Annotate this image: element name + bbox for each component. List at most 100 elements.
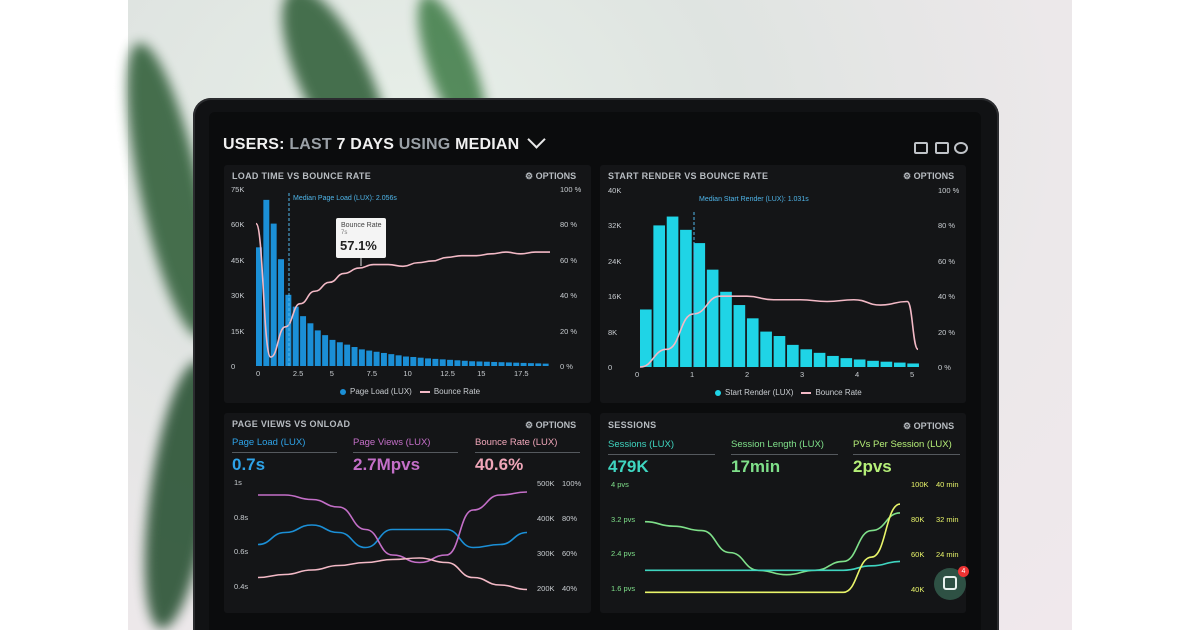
- y-tick-label: 32K: [608, 221, 622, 231]
- y-tick-label: 1.6 pvs: [611, 584, 636, 593]
- options-button[interactable]: OPTIONS: [903, 421, 955, 432]
- bounce-rate-line: [639, 295, 919, 368]
- series-line: [257, 524, 528, 549]
- title-prefix: USERS:: [223, 136, 285, 153]
- title-word: LAST: [289, 136, 332, 153]
- metric-value: 0.7s: [232, 455, 266, 474]
- y-tick-label: 45K: [231, 255, 245, 265]
- y-tick-label: 40K: [608, 186, 622, 195]
- legend-swatch: [340, 388, 346, 395]
- bar: [880, 361, 893, 367]
- bounce-rate-line: [255, 222, 550, 358]
- bar: [336, 342, 343, 366]
- options-button[interactable]: OPTIONS: [525, 420, 577, 431]
- bar: [720, 291, 732, 367]
- bar: [469, 361, 476, 366]
- metric-label: Page Views (LUX): [353, 437, 431, 448]
- legend-entry[interactable]: Start Render (LUX): [725, 388, 794, 397]
- bar: [527, 363, 534, 366]
- x-tick-label: 10: [403, 369, 412, 378]
- y-tick-label: 0: [231, 362, 236, 371]
- x-tick-label: 17.5: [514, 369, 529, 378]
- legend: Page Load (LUX) Bounce Rate: [340, 387, 480, 396]
- y-tick-label: 75K: [231, 185, 245, 194]
- bar: [417, 357, 424, 366]
- bounce-rate-tooltip: Bounce Rate 7s 57.1%: [336, 218, 386, 258]
- bar: [351, 347, 358, 366]
- legend-entry[interactable]: Page Load (LUX): [350, 387, 412, 396]
- chat-button[interactable]: 4: [934, 566, 969, 600]
- legend: Start Render (LUX) Bounce Rate: [715, 388, 862, 397]
- metric-value: 17min: [731, 457, 781, 476]
- metric-value: 479K: [608, 457, 649, 476]
- bar: [314, 330, 321, 366]
- bar: [322, 335, 329, 366]
- bar: [513, 362, 520, 366]
- page-title[interactable]: USERS: LAST 7 DAYS USING MEDIAN: [223, 130, 546, 154]
- y2-tick-label: 60 %: [938, 256, 956, 266]
- bar: [366, 350, 373, 366]
- bar: [483, 361, 490, 366]
- y3-tick-label: 40%: [562, 584, 578, 593]
- y-tick-label: 60K: [231, 220, 245, 230]
- options-button[interactable]: OPTIONS: [525, 171, 577, 182]
- bar: [773, 336, 786, 367]
- legend-entry[interactable]: Bounce Rate: [433, 387, 481, 396]
- x-tick-label: 7.5: [366, 369, 377, 378]
- metric-value: 2.7Mpvs: [353, 455, 421, 474]
- bar: [827, 355, 839, 367]
- panel-page-views: [224, 413, 591, 613]
- y-tick-label: 3.2 pvs: [611, 514, 636, 524]
- y-tick-label: 15K: [231, 326, 245, 336]
- x-tick-label: 5: [910, 370, 915, 379]
- bar: [907, 363, 919, 367]
- monitor-icon[interactable]: [914, 142, 928, 154]
- panel-title: START RENDER VS BOUNCE RATE: [608, 171, 769, 181]
- chat-badge: 4: [958, 566, 969, 577]
- tooltip-title: Bounce Rate: [341, 222, 382, 229]
- metric-value: 40.6%: [475, 455, 524, 474]
- y-tick-label: 2.4 pvs: [611, 549, 636, 559]
- x-tick-label: 2.5: [292, 369, 304, 378]
- metric-divider: [353, 452, 458, 453]
- y2-tick-label: 20 %: [560, 326, 578, 336]
- bar: [840, 358, 853, 367]
- y-tick-label: 0.8s: [234, 512, 249, 522]
- y-tick-label: 4 pvs: [611, 480, 629, 489]
- median-label: Median Page Load (LUX): 2.056s: [293, 195, 397, 202]
- y2-tick-label: 200K: [537, 584, 555, 593]
- y2-tick-label: 0 %: [938, 363, 951, 372]
- share-icon[interactable]: [935, 142, 949, 154]
- y3-tick-label: 40 min: [936, 480, 959, 489]
- y2-tick-label: 40 %: [560, 291, 578, 301]
- options-button[interactable]: OPTIONS: [903, 171, 955, 182]
- y2-tick-label: 500K: [537, 479, 555, 488]
- tooltip-sub: 7s: [341, 230, 348, 236]
- bar: [432, 358, 439, 366]
- y2-tick-label: 400K: [537, 514, 555, 523]
- y2-tick-label: 60K: [911, 550, 925, 559]
- y2-tick-label: 40K: [911, 585, 925, 594]
- metric-label: Page Load (LUX): [232, 437, 306, 448]
- x-tick-label: 15: [477, 369, 486, 378]
- bar: [344, 344, 351, 366]
- bar: [760, 331, 772, 367]
- bar: [454, 360, 461, 366]
- series-line: [644, 512, 901, 576]
- bar: [787, 344, 799, 367]
- bar: [270, 223, 277, 366]
- help-icon[interactable]: [954, 142, 968, 154]
- y2-tick-label: 60 %: [560, 255, 578, 265]
- bar: [373, 351, 380, 366]
- y2-tick-label: 100 %: [560, 185, 582, 194]
- legend-entry[interactable]: Bounce Rate: [815, 388, 862, 397]
- title-word: MEDIAN: [455, 136, 520, 153]
- bar: [278, 259, 284, 366]
- y-tick-label: 1s: [234, 478, 242, 487]
- legend-swatch: [801, 391, 812, 394]
- metric-divider: [232, 452, 337, 453]
- bar: [853, 359, 866, 367]
- y-tick-label: 16K: [608, 292, 622, 302]
